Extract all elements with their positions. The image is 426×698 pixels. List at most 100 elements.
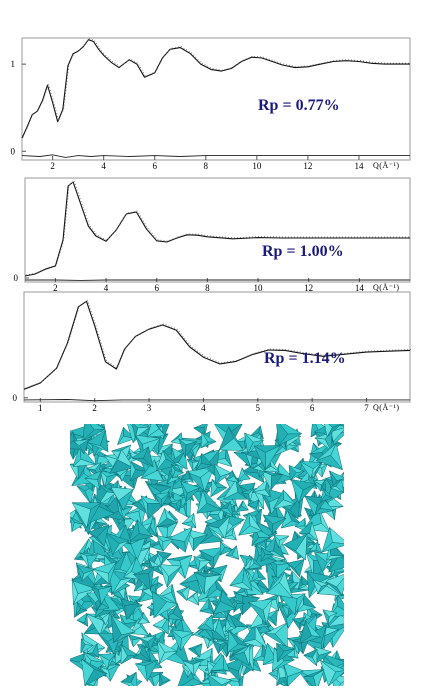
tetrahedron-face — [193, 556, 212, 562]
tetrahedron-face — [227, 501, 234, 516]
tetrahedron-face — [265, 582, 293, 599]
tetrahedron-face — [276, 665, 280, 686]
tetrahedron-face — [305, 620, 321, 638]
tetrahedron-face — [307, 605, 323, 616]
tetrahedron-face — [97, 470, 102, 490]
series-lines-2 — [24, 180, 411, 281]
tetrahedron-face — [210, 479, 218, 498]
tetrahedron-face — [218, 515, 231, 539]
y-tick-label: 0 — [11, 146, 16, 156]
tetrahedron-face — [137, 612, 144, 625]
tetrahedron-face — [324, 574, 344, 588]
tetrahedron-face — [200, 466, 215, 492]
tetrahedron-face — [127, 424, 138, 444]
y-ticks-1: 01 — [11, 59, 26, 156]
tetrahedron-face — [74, 538, 90, 560]
tetrahedron-face — [91, 586, 113, 590]
tetrahedron-face — [278, 606, 289, 629]
tetrahedron-face — [231, 470, 240, 483]
tetrahedron-face — [135, 663, 148, 682]
tetrahedron-face — [260, 554, 275, 562]
rp-annotation-1: Rp = 0.77% — [258, 97, 340, 114]
tetrahedron-face — [277, 648, 296, 663]
tetrahedron-face — [162, 538, 174, 552]
chart-panel-2: 2 4 6 8 10 12 14 0 Q(Å⁻¹) Rp = 1.00% — [14, 177, 411, 293]
tetrahedron-face — [81, 569, 95, 582]
fit-curve — [23, 300, 411, 390]
tetrahedron-face — [248, 602, 267, 625]
tetrahedron-face — [120, 681, 135, 686]
tetrahedron-face — [289, 496, 301, 520]
tetrahedron-face — [110, 486, 134, 501]
x-tick-label: 7 — [364, 403, 369, 413]
tetrahedron-face — [303, 654, 317, 667]
tetrahedron-face — [192, 460, 200, 472]
plot-frame-3 — [23, 291, 411, 403]
tetrahedron-face — [71, 578, 79, 605]
plot-frame-1 — [21, 37, 411, 161]
tetrahedron-face — [329, 527, 344, 544]
tetrahedron-face — [270, 474, 283, 491]
tetrahedron-face — [283, 533, 308, 552]
tetrahedron-face — [99, 470, 108, 488]
x-tick-label: 1 — [38, 403, 43, 413]
tetrahedron-face — [213, 464, 232, 477]
tetrahedron-face — [76, 485, 91, 504]
tetrahedron-face — [252, 557, 263, 568]
tetrahedron-face — [220, 679, 233, 686]
rp-annotation-2: Rp = 1.00% — [262, 243, 344, 260]
tetrahedron-face — [182, 660, 195, 676]
tetrahedron-face — [115, 468, 129, 477]
tetrahedron-face — [146, 424, 160, 438]
tetrahedron-face — [254, 623, 268, 649]
tetrahedron-face — [315, 541, 323, 553]
tetrahedron-face — [256, 499, 260, 513]
tetrahedron-face — [218, 641, 228, 654]
tetrahedron-face — [320, 494, 333, 502]
tetrahedron-face — [193, 534, 208, 552]
tetrahedron-face — [161, 492, 170, 508]
tetrahedron-face — [159, 564, 182, 577]
y-tick-label: 0 — [14, 273, 19, 283]
tetrahedron-face — [180, 470, 191, 481]
difference-curve — [21, 154, 410, 158]
x-tick-label: 12 — [303, 161, 312, 171]
chart-panel-1: 2 4 6 8 10 12 14 01 Q(Å⁻¹) Rp = 0.77% — [11, 37, 411, 171]
tetrahedron-face — [139, 635, 157, 642]
tetrahedron-face — [108, 561, 117, 585]
tetrahedron-face — [180, 632, 194, 651]
tetrahedron-face — [73, 438, 90, 446]
tetrahedron-face — [161, 553, 172, 565]
polyhedral-structure-image — [70, 424, 344, 686]
chart-panel-3: 1 2 3 4 5 6 7 0 Q(Å⁻¹) Rp = 1.14% — [13, 291, 412, 413]
tetrahedron-face — [219, 564, 228, 583]
tetrahedron-face — [215, 617, 227, 641]
x-tick-label: 2 — [92, 403, 97, 413]
tetrahedron-face — [193, 571, 206, 595]
tetrahedron-face — [71, 522, 84, 532]
y-ticks-3: 0 — [13, 393, 28, 403]
data-dotted-curve — [25, 180, 411, 276]
x-tick-label: 8 — [205, 283, 210, 293]
tetrahedron-face — [72, 445, 82, 467]
tetrahedron-face — [272, 443, 298, 457]
tetrahedron-face — [86, 613, 105, 636]
tetrahedron-face — [298, 483, 317, 504]
x-tick-label: 12 — [304, 283, 313, 293]
tetrahedron-face — [199, 608, 216, 615]
x-tick-label: 4 — [101, 161, 106, 171]
tetrahedron-face — [106, 653, 117, 670]
tetrahedron-face — [251, 567, 260, 582]
tetrahedron-face — [196, 502, 223, 514]
tetrahedron-face — [186, 595, 200, 606]
tetrahedron-face — [228, 426, 245, 451]
fit-curve — [24, 181, 410, 277]
tetrahedron-face — [226, 618, 237, 628]
x-tick-label: 5 — [256, 403, 261, 413]
tetrahedron-face — [128, 634, 142, 641]
tetrahedron-face — [238, 512, 251, 536]
x-tick-label: 14 — [354, 161, 364, 171]
tetrahedron-face — [222, 527, 234, 538]
tetrahedron-face — [152, 591, 168, 619]
y-tick-label: 0 — [13, 393, 18, 403]
